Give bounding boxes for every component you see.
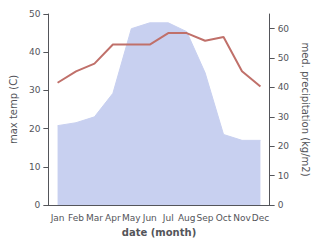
- svg-text:Jan: Jan: [50, 213, 65, 223]
- svg-text:30: 30: [29, 85, 41, 95]
- svg-text:Aug: Aug: [178, 213, 196, 223]
- svg-text:Jul: Jul: [162, 213, 174, 223]
- svg-text:10: 10: [29, 162, 41, 172]
- svg-text:Jun: Jun: [142, 213, 157, 223]
- svg-text:Sep: Sep: [197, 213, 214, 223]
- svg-text:May: May: [122, 213, 141, 223]
- svg-text:max temp (C): max temp (C): [8, 75, 19, 144]
- svg-text:50: 50: [278, 53, 290, 63]
- svg-text:40: 40: [278, 82, 290, 92]
- svg-text:Nov: Nov: [233, 213, 251, 223]
- svg-text:med. precipitation (kg/m2): med. precipitation (kg/m2): [300, 42, 311, 176]
- svg-text:40: 40: [29, 47, 41, 57]
- svg-text:0: 0: [35, 200, 41, 210]
- svg-text:Feb: Feb: [68, 213, 84, 223]
- svg-text:Apr: Apr: [105, 213, 121, 223]
- svg-text:Oct: Oct: [216, 213, 232, 223]
- svg-text:60: 60: [278, 24, 290, 34]
- svg-text:Mar: Mar: [86, 213, 103, 223]
- svg-text:0: 0: [278, 200, 284, 210]
- svg-text:30: 30: [278, 112, 290, 122]
- svg-text:Dec: Dec: [252, 213, 269, 223]
- svg-text:10: 10: [278, 171, 290, 181]
- svg-text:50: 50: [29, 9, 41, 19]
- svg-text:20: 20: [278, 141, 290, 151]
- svg-text:date (month): date (month): [122, 227, 196, 238]
- svg-text:20: 20: [29, 124, 41, 134]
